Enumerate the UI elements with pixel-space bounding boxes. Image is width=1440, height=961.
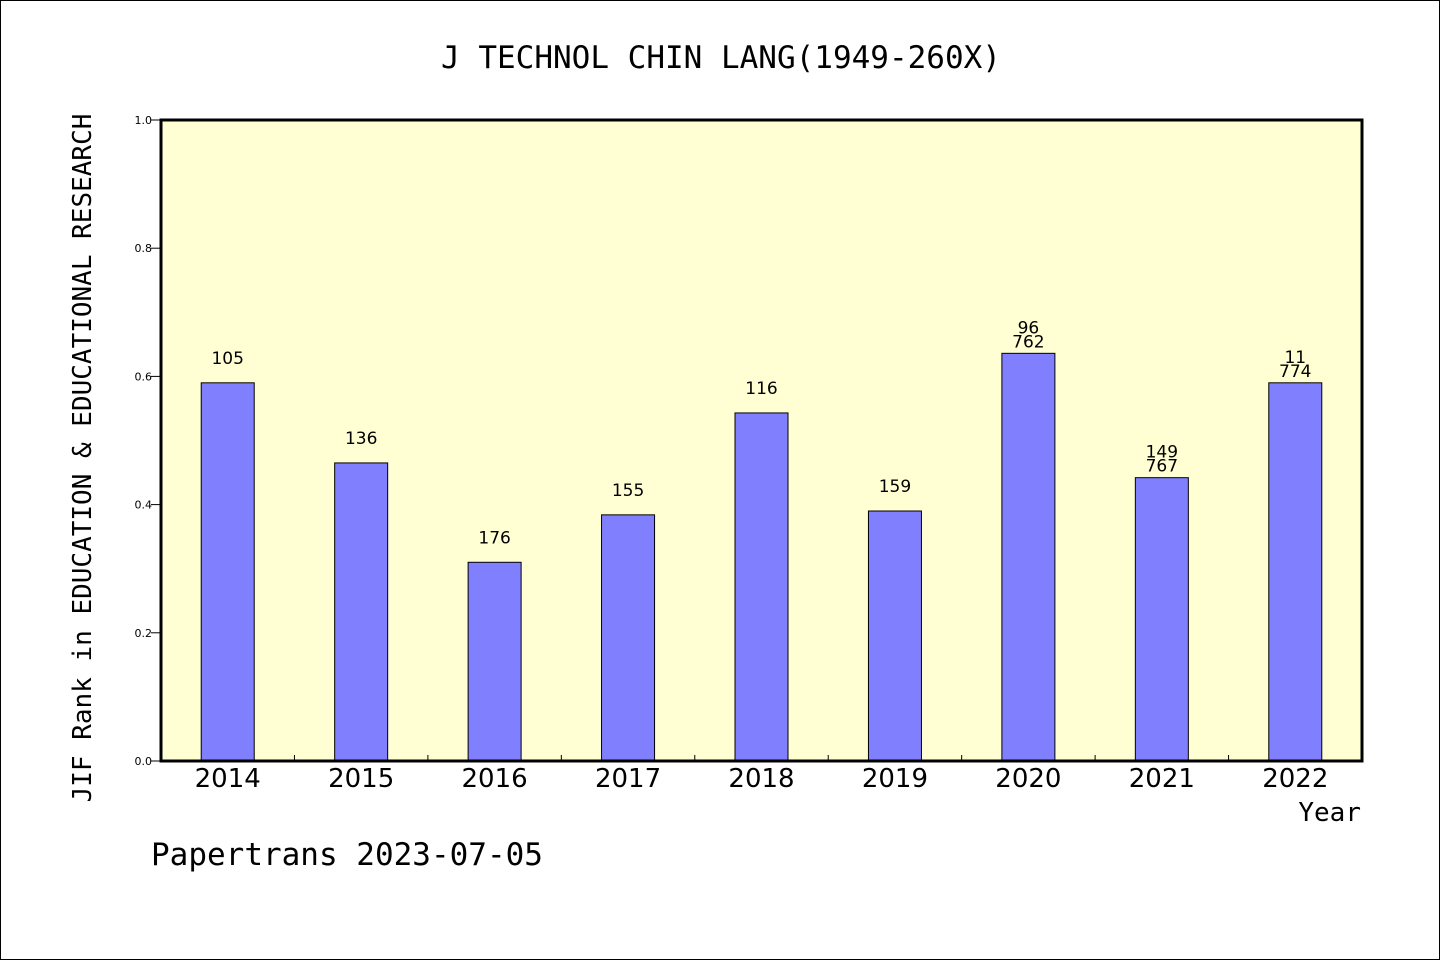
bar-data-label: 176	[478, 528, 510, 548]
y-tick-label: 0.2	[135, 627, 153, 640]
x-tick-label: 2020	[995, 764, 1061, 794]
bar	[334, 462, 389, 762]
bar-data-label: 767	[1146, 457, 1178, 477]
x-tick-label: 2017	[595, 764, 661, 794]
y-tick-label: 0.4	[135, 499, 153, 512]
bar	[1268, 382, 1323, 762]
x-tick-label: 2018	[728, 764, 794, 794]
bar-data-label: 149	[1146, 443, 1178, 463]
bar-data-label: 136	[345, 429, 377, 449]
chart-title: J TECHNOL CHIN LANG(1949-260X)	[441, 40, 1001, 76]
x-tick-label: 2019	[862, 764, 928, 794]
y-tick-label: 1.0	[135, 114, 153, 127]
x-tick-label: 2015	[328, 764, 394, 794]
bar	[467, 561, 522, 762]
bar-data-label: 116	[745, 379, 777, 399]
bar	[734, 412, 789, 762]
x-tick-label: 2022	[1262, 764, 1328, 794]
bar	[200, 382, 255, 762]
y-tick-label: 0.6	[135, 370, 153, 383]
y-axis-label: JIF Rank in EDUCATION & EDUCATIONAL RESE…	[68, 114, 98, 803]
bar-group	[200, 352, 1323, 762]
bar-data-label: 11	[1284, 348, 1306, 368]
bar-data-label: 96	[1018, 318, 1040, 338]
bar-data-label: 159	[879, 477, 911, 497]
bar	[1001, 352, 1056, 762]
x-tick-label: 2021	[1129, 764, 1195, 794]
plot-border	[159, 118, 1364, 763]
x-tick-label: 2014	[195, 764, 261, 794]
bar	[601, 514, 656, 762]
bar-data-label: 105	[211, 349, 243, 369]
y-axis: 0.0 0.2 0.4 0.6 0.8 1.0	[135, 114, 161, 768]
footer-credit: Papertrans 2023-07-05	[151, 837, 543, 873]
y-tick-label: 0.8	[135, 242, 153, 255]
x-axis-label: Year	[1298, 798, 1361, 828]
x-tick-label: 2016	[462, 764, 528, 794]
y-tick-label: 0.0	[135, 755, 153, 768]
bar	[867, 510, 922, 762]
bar-data-label: 155	[612, 481, 644, 501]
bar-data-label: 774	[1279, 362, 1311, 382]
x-axis: 2014 2015 2016 2017 2018 2019 2020 2021 2022	[195, 755, 1328, 794]
bar-data-label: 762	[1012, 332, 1044, 352]
bar	[1134, 477, 1189, 762]
